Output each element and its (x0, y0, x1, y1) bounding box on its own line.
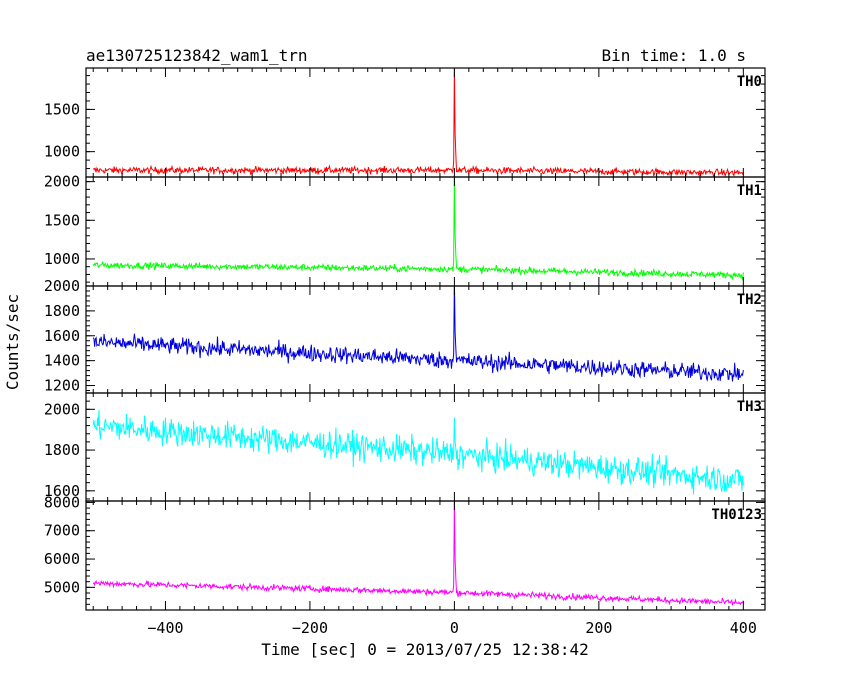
y-tick-label: 1800 (44, 441, 80, 459)
series-line-th2 (92, 286, 744, 382)
x-tick-label: 400 (730, 619, 757, 637)
series-line-th0123 (92, 501, 744, 606)
bin-time-label: Bin time: 1.0 s (602, 46, 747, 65)
x-axis: −400 −200 0 200 400 (147, 619, 756, 637)
series-line-th0 (92, 68, 744, 177)
y-tick-label: 1000 (44, 143, 80, 161)
panel-label: TH0 (737, 74, 762, 90)
chart-title: ae130725123842_wam1_trn (86, 46, 308, 65)
y-tick-label: 7000 (44, 522, 80, 540)
x-tick-label: 200 (585, 619, 612, 637)
y-tick-label: 1400 (44, 352, 80, 370)
y-tick-label: 6000 (44, 550, 80, 568)
panel-th0: TH0 1000 1500 (44, 67, 766, 178)
panel-th1: TH1 1000 1500 2000 (44, 173, 766, 287)
panel-th3: TH3 1600 1800 2000 (44, 392, 766, 502)
panel-frame (85, 67, 766, 178)
y-tick-label: 5000 (44, 578, 80, 596)
y-tick-label: 1500 (44, 100, 80, 118)
y-tick-label: 8000 (44, 493, 80, 511)
y-tick-label: 1200 (44, 377, 80, 395)
y-tick-label: 1800 (44, 302, 80, 320)
panel-label: TH0123 (711, 507, 762, 523)
x-tick-label: 0 (450, 619, 459, 637)
x-axis-label: Time [sec] 0 = 2013/07/25 12:38:42 (261, 640, 589, 659)
panel-frame (85, 392, 766, 502)
y-tick-label: 2000 (44, 400, 80, 418)
y-tick-label: 1500 (44, 211, 80, 229)
panel-label: TH1 (737, 183, 762, 199)
series-line-th1 (92, 177, 744, 282)
y-tick-label: 1000 (44, 250, 80, 268)
y-axis-label: Counts/sec (3, 294, 22, 390)
series-line-th3 (92, 409, 744, 495)
panel-frame (85, 285, 766, 394)
x-tick-label: −200 (292, 619, 328, 637)
y-tick-label: 1600 (44, 327, 80, 345)
panel-label: TH3 (737, 399, 762, 415)
panel-th0123: TH0123 5000 6000 7000 8000 (44, 493, 766, 611)
panel-th2: TH2 1200 1400 1600 1800 2000 (44, 277, 766, 395)
y-tick-label: 2000 (44, 173, 80, 191)
panel-stack: TH0 1000 1500 TH1 1000 1500 2000 TH2 1200 1400 160… (44, 67, 766, 611)
y-tick-label: 2000 (44, 277, 80, 295)
x-tick-label: −400 (147, 619, 183, 637)
panel-label: TH2 (737, 292, 762, 308)
y-tick-label: 1600 (44, 482, 80, 500)
